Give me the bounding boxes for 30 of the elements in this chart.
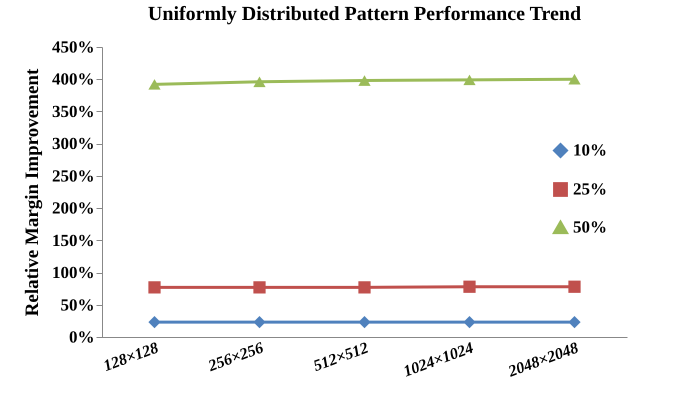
point: [463, 316, 476, 328]
y-tick-label: 100%: [52, 263, 94, 282]
point: [568, 74, 581, 85]
legend-label: 10%: [573, 140, 607, 160]
point: [358, 316, 371, 328]
legend-label: 25%: [573, 180, 607, 198]
point: [148, 316, 161, 328]
chart-title: Uniformly Distributed Pattern Performance Trend: [148, 3, 582, 25]
point: [253, 76, 266, 88]
y-tick-label: 200%: [52, 198, 94, 218]
point: [148, 281, 161, 294]
point: [568, 316, 581, 328]
point: [253, 316, 266, 328]
y-axis-title: Relative Margin Improvement: [22, 68, 43, 316]
point: [148, 79, 161, 90]
point: [463, 74, 476, 86]
y-tick-label: 400%: [52, 70, 94, 89]
y-tick-label: 150%: [52, 230, 94, 250]
point: [463, 280, 476, 293]
y-tick-label: 50%: [60, 295, 94, 314]
point: [568, 280, 581, 293]
y-tick-label: 300%: [52, 134, 94, 154]
point: [253, 281, 266, 294]
y-tick-label: 350%: [52, 102, 94, 121]
y-tick-label: 450%: [52, 38, 94, 56]
point: [358, 75, 371, 86]
legend-label: 50%: [573, 218, 607, 236]
point: [358, 281, 371, 294]
y-tick-label: 0%: [69, 328, 94, 346]
y-tick-label: 250%: [52, 166, 94, 186]
